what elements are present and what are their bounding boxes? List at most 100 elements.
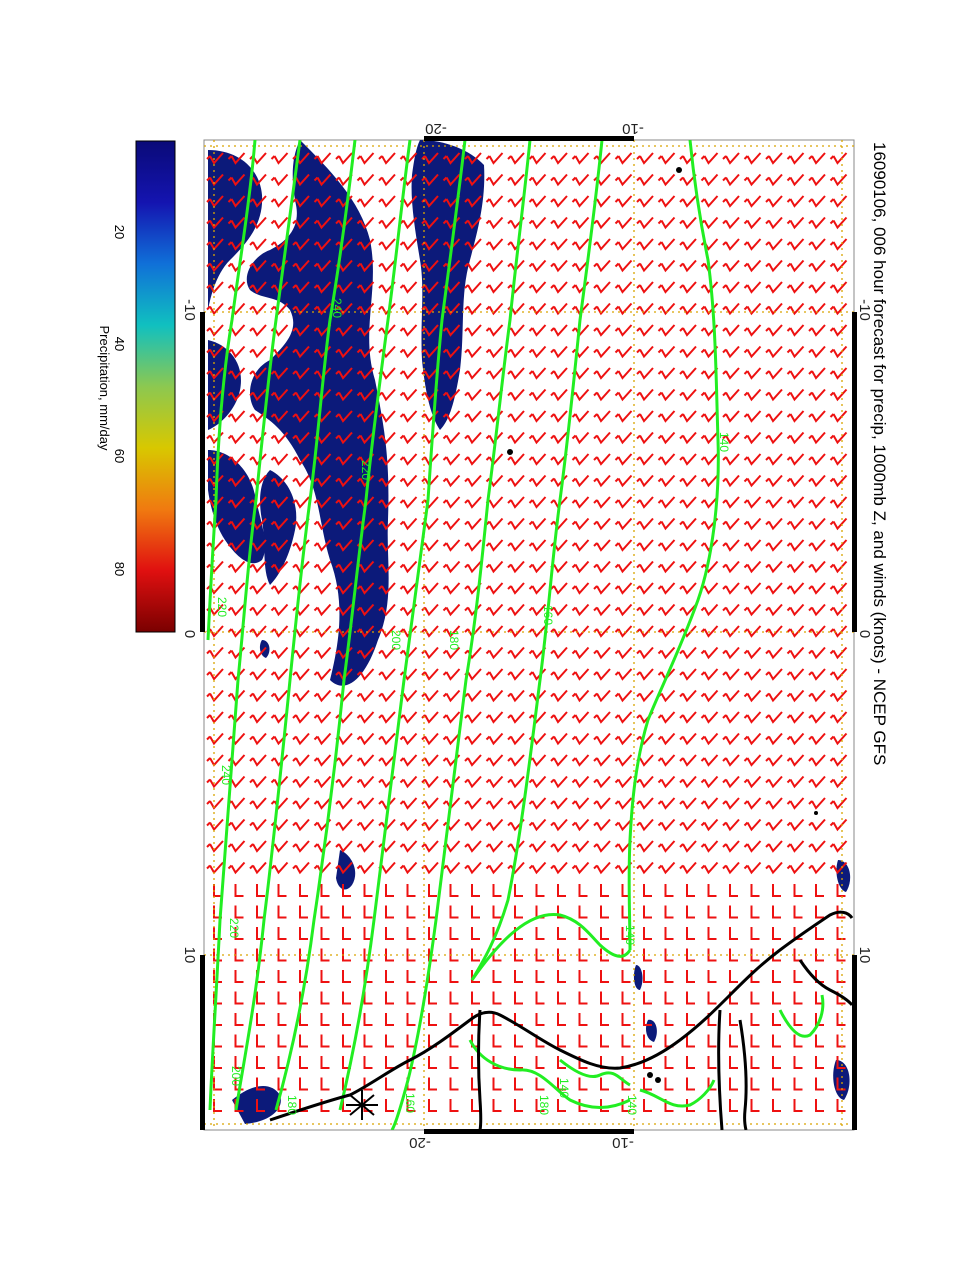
wind-barb xyxy=(793,1034,803,1048)
wind-barb xyxy=(793,1099,803,1112)
wind-barb xyxy=(428,905,437,919)
wind-barb xyxy=(636,367,654,380)
wind-barb xyxy=(808,431,826,445)
wind-barb xyxy=(743,496,762,509)
wind-barb xyxy=(593,453,611,466)
wind-barb xyxy=(399,582,418,595)
wind-barb xyxy=(442,431,461,445)
wind-barb xyxy=(700,496,719,509)
wind-barb xyxy=(442,324,461,337)
wind-barb xyxy=(492,991,502,1005)
wind-barb xyxy=(442,711,461,724)
contour-line xyxy=(234,140,357,1111)
wind-barb xyxy=(722,797,740,810)
wind-barb xyxy=(356,238,375,251)
wind-barb xyxy=(485,797,504,810)
wind-barb xyxy=(815,905,824,919)
wind-barb xyxy=(808,152,826,165)
wind-barb xyxy=(528,840,547,853)
wind-barb xyxy=(249,603,267,617)
wind-barb xyxy=(793,884,803,897)
wind-barb xyxy=(449,905,459,919)
wind-barb xyxy=(249,775,267,789)
wind-barb xyxy=(249,711,267,724)
wind-barb xyxy=(378,646,396,660)
wind-barb xyxy=(679,861,697,875)
wind-barb xyxy=(406,991,416,1005)
wind-barb xyxy=(227,173,246,187)
wind-barb xyxy=(808,517,826,531)
wind-barb xyxy=(657,840,676,853)
wind-barb xyxy=(528,410,547,423)
wind-barb xyxy=(270,646,289,660)
wind-barb xyxy=(657,775,676,789)
wind-barb xyxy=(292,840,310,853)
wind-barb xyxy=(270,216,289,230)
wind-barb xyxy=(686,970,695,983)
wind-barb xyxy=(786,324,805,337)
wind-barb xyxy=(270,152,289,165)
contour-line xyxy=(639,1079,716,1108)
wind-barb xyxy=(636,517,654,531)
wind-barb xyxy=(528,861,547,875)
wind-barb xyxy=(743,517,762,531)
wind-barb xyxy=(700,732,719,746)
wind-barb xyxy=(808,173,826,187)
wind-barb xyxy=(406,1034,416,1048)
wind-barb xyxy=(743,603,762,617)
wind-barb xyxy=(249,625,267,638)
wind-barb xyxy=(700,754,719,767)
wind-barb xyxy=(313,259,332,273)
wind-barb xyxy=(636,689,654,703)
island-dot xyxy=(814,811,818,815)
wind-barb xyxy=(679,367,697,380)
wind-barb xyxy=(557,1034,566,1048)
wind-barb xyxy=(593,388,611,402)
wind-barb xyxy=(378,302,396,316)
wind-barb xyxy=(378,560,396,574)
wind-barb xyxy=(507,238,525,251)
wind-barb xyxy=(514,1099,523,1112)
axis-right-label: 0 xyxy=(856,630,873,638)
wind-barb xyxy=(657,646,676,660)
wind-barb xyxy=(206,689,224,703)
wind-barb xyxy=(485,216,504,230)
wind-barb xyxy=(356,818,375,832)
wind-barb xyxy=(743,861,762,875)
wind-barb xyxy=(399,711,418,724)
wind-barb xyxy=(614,517,633,531)
precip-area xyxy=(836,860,851,892)
wind-barb xyxy=(528,195,547,208)
wind-barb xyxy=(679,388,697,402)
wind-barb xyxy=(614,646,633,660)
wind-barb xyxy=(600,884,609,897)
wind-barb xyxy=(571,797,590,810)
wind-barb xyxy=(593,517,611,531)
wind-barb xyxy=(636,195,654,208)
wind-barb xyxy=(356,302,375,316)
wind-barb xyxy=(313,797,332,810)
wind-barb xyxy=(786,754,805,767)
wind-barb xyxy=(664,970,674,983)
wind-barb xyxy=(550,216,568,230)
wind-barb xyxy=(679,840,697,853)
wind-barb xyxy=(657,345,676,359)
wind-barb xyxy=(256,884,265,897)
axis-bottom-label: -20 xyxy=(409,1134,431,1151)
wind-barb xyxy=(342,1034,351,1048)
wind-barb xyxy=(700,818,719,832)
wind-barb xyxy=(464,238,482,251)
wind-barb xyxy=(786,560,805,574)
wind-barb xyxy=(722,238,740,251)
wind-barb xyxy=(793,1077,803,1091)
wind-barb xyxy=(808,840,826,853)
wind-barb xyxy=(750,948,760,962)
wind-barb xyxy=(249,453,267,466)
wind-barb xyxy=(707,884,717,897)
wind-barb xyxy=(593,431,611,445)
wind-barb xyxy=(292,732,310,746)
wind-barb xyxy=(765,367,783,380)
star-marker xyxy=(346,1090,378,1120)
wind-barb xyxy=(485,388,504,402)
wind-barb xyxy=(722,861,740,875)
